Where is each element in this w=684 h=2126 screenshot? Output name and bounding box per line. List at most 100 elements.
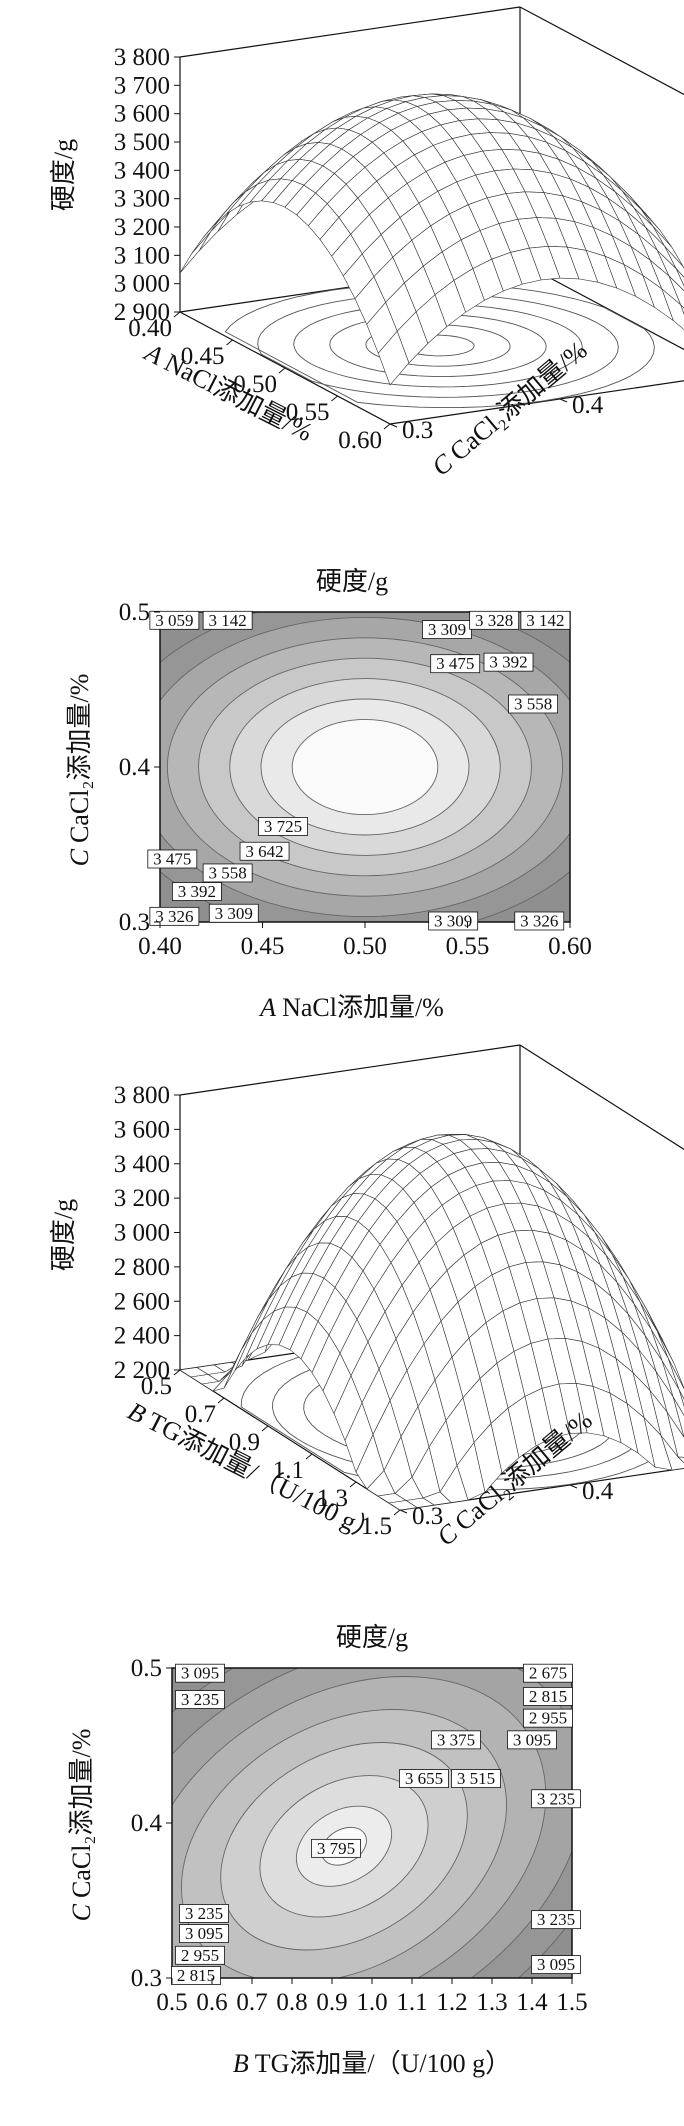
x-tick-label: 1.3: [476, 1989, 507, 2016]
contour-label: 3 235: [181, 1690, 219, 1709]
contour-label-box: [179, 1904, 229, 1923]
y-tick-mark: [569, 1484, 578, 1489]
contour-label-box: [147, 849, 198, 869]
x-tick-label: 0.40: [138, 933, 182, 960]
z-tick-label: 2 400: [114, 1323, 170, 1350]
z-tick-label: 2 200: [114, 1357, 170, 1384]
contour-plot-b-c: 硬度/g 3 095 3 235 2 675 2 815 2 955 3 375 3 095…: [0, 1560, 684, 2121]
y-tick-label: 0.4: [572, 392, 604, 419]
z-axis-label: 硬度/g: [49, 1199, 78, 1271]
x-tick-label: 0.60: [548, 933, 592, 960]
x-tick-mark: [261, 1425, 269, 1432]
y-tick-label: 0.5: [119, 599, 150, 626]
contour-label: 3 142: [209, 611, 247, 630]
y-tick-label: 0.5: [131, 1655, 162, 1682]
contour-label: 3 142: [526, 611, 564, 630]
x-tick-mark: [278, 367, 286, 374]
z-tick-label: 3 500: [114, 129, 170, 156]
x-tick-mark: [217, 1397, 225, 1404]
y-tick-label: 0.4: [119, 754, 151, 781]
contour-label: 3 095: [181, 1664, 219, 1683]
contour-label-box: [208, 903, 259, 923]
chart-title: 硬度/g: [336, 1623, 408, 1652]
contour-label-box: [531, 1955, 581, 1975]
x-tick-label: 1.5: [556, 1989, 587, 2016]
z-tick-label: 3 300: [114, 186, 170, 213]
x-tick-label: 1.3: [317, 1485, 348, 1512]
contour-label-box: [483, 652, 534, 672]
y-axis-label: CCaCl₂添加量/%: [67, 1729, 96, 1922]
y-tick-label: 0.3: [119, 909, 150, 936]
surface-mesh: [179, 1133, 684, 1511]
surface-plot-b-c: 2 200 2 400 2 600 2 800 3 000 3 200 3 400 3 600…: [0, 1040, 684, 1560]
contour-label: 3 235: [537, 1789, 575, 1808]
y-tick-mark: [399, 1509, 408, 1514]
z-axis-label: 硬度/g: [49, 139, 78, 211]
contour-label: 3 095: [513, 1730, 551, 1749]
contour-label: 3 328: [475, 611, 513, 630]
x-axis-label: ANaCl添加量/%: [139, 337, 318, 447]
contour-label: 2 955: [181, 1946, 219, 1965]
x-tick-label: 0.9: [229, 1429, 260, 1456]
contour-label: 3 309: [428, 620, 466, 639]
contour-label-box: [258, 817, 308, 836]
contour-label: 3 375: [437, 1730, 475, 1749]
x-tick-mark: [173, 1369, 181, 1376]
z-tick-label: 3 000: [114, 1220, 170, 1247]
contour-label: 3 795: [317, 1839, 355, 1858]
contour-label-box: [175, 1663, 225, 1683]
contour-label-box: [428, 911, 479, 931]
contour-label: 2 675: [529, 1664, 567, 1683]
contour-label: 3 309: [434, 912, 472, 931]
contour-label: 3 095: [537, 1955, 575, 1974]
z-tick-label: 3 600: [114, 1116, 170, 1143]
x-tick-label: 0.60: [338, 427, 382, 454]
y-tick-label: 0.3: [412, 1503, 443, 1530]
contour-label-box: [239, 841, 290, 861]
x-tick-mark: [331, 395, 338, 402]
contour-label: 3 558: [209, 863, 247, 882]
contour-label-box: [399, 1769, 449, 1789]
contour-label: 3 392: [489, 653, 527, 672]
contour-label-box: [202, 863, 253, 883]
z-tick-label: 3 600: [114, 101, 170, 128]
x-tick-label: 1.5: [361, 1513, 392, 1540]
contour-label-box: [430, 654, 481, 674]
x-tick-label: 1.2: [436, 1989, 467, 2016]
contour-label: 3 235: [537, 1910, 575, 1929]
x-tick-label: 0.9: [316, 1989, 347, 2016]
surface-face: [377, 330, 410, 386]
x-tick-mark: [383, 423, 391, 430]
contour-label: 3 326: [520, 912, 558, 931]
contour-plot-a-c: 硬度/g 3 059 3 142 3 309 3 328 3 142 3 475 3 392…: [0, 520, 684, 1040]
contour-label-box: [311, 1838, 361, 1858]
z-tick-label: 2 800: [114, 1254, 170, 1281]
y-tick-label: 0.3: [402, 417, 433, 444]
z-tick-label: 3 800: [114, 1082, 170, 1109]
x-tick-label: 0.45: [241, 933, 285, 960]
contour-label: 3 309: [215, 904, 253, 923]
contour-label: 3 655: [405, 1769, 443, 1788]
contour-label: 3 326: [155, 907, 193, 926]
z-tick-label: 3 400: [114, 157, 170, 184]
y-tick-label: 0.4: [582, 1478, 614, 1505]
x-tick-label: 1.0: [356, 1989, 387, 2016]
contour-label-box: [507, 1730, 557, 1750]
z-tick-label: 3 800: [114, 44, 170, 71]
contour-label: 3 475: [436, 654, 474, 673]
contour-label-box: [508, 694, 559, 714]
top-edge: [179, 6, 521, 58]
contour-label-box: [451, 1769, 501, 1789]
x-axis-line: [179, 1369, 401, 1511]
z-tick-label: 3 700: [114, 72, 170, 99]
contour-label: 3 392: [178, 882, 216, 901]
contour-label-box: [531, 1910, 581, 1930]
contour-label-box: [514, 911, 565, 931]
axis-ticks: 0.40 0.45 0.50 0.55 0.60 0.3 0.4 0.5: [119, 599, 592, 960]
axis-ticks: 2 200 2 400 2 600 2 800 3 000 3 200 3 400 3 600…: [114, 1082, 614, 1540]
contour-label-box: [175, 1690, 225, 1709]
